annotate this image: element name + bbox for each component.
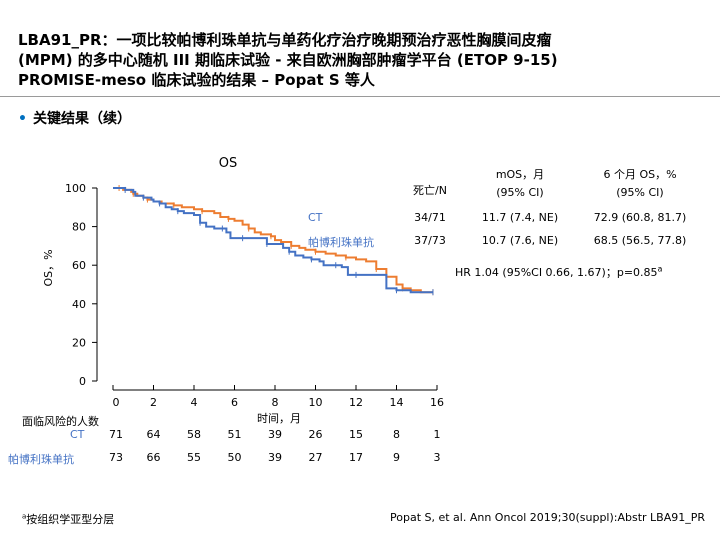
risk-value: 8 xyxy=(393,428,400,441)
risk-value: 51 xyxy=(227,428,242,441)
risk-row-ct-label: CT xyxy=(70,428,85,441)
hazard-ratio-value: HR 1.04 (95%CI 0.66, 1.67)；p=0.85 xyxy=(455,266,658,279)
footnote: a按组织学亚型分层 xyxy=(22,511,114,527)
title-divider xyxy=(0,96,720,97)
y-tick-label: 100 xyxy=(65,182,86,195)
risk-value: 15 xyxy=(349,428,363,441)
y-tick-label: 0 xyxy=(79,375,86,388)
x-tick-label: 8 xyxy=(272,396,279,409)
title-line-1: LBA91_PR：一项比较帕博利珠单抗与单药化疗治疗晚期预治疗恶性胸膜间皮瘤 xyxy=(18,31,552,49)
y-tick-label: 40 xyxy=(72,298,86,311)
footnote-text: 按组织学亚型分层 xyxy=(26,513,115,526)
risk-value: 26 xyxy=(308,428,323,441)
chart-title: OS xyxy=(219,156,237,171)
risk-value: 9 xyxy=(393,451,400,464)
x-tick-label: 6 xyxy=(231,396,238,409)
risk-value: 71 xyxy=(109,428,123,441)
risk-value: 1 xyxy=(433,428,441,441)
hazard-ratio-sup: a xyxy=(657,264,663,274)
x-tick-label: 10 xyxy=(309,396,323,409)
y-axis-label: OS，% xyxy=(42,249,55,286)
risk-value: 73 xyxy=(109,451,123,464)
risk-value: 27 xyxy=(308,451,323,464)
x-tick-label: 16 xyxy=(430,396,444,409)
bullet-heading: • 关键结果（续） xyxy=(18,108,131,128)
legend-row-pembro-os6: 68.5 (56.5, 77.8) xyxy=(593,234,687,247)
x-tick-label: 0 xyxy=(113,396,120,409)
risk-value: 64 xyxy=(146,428,161,441)
citation: Popat S, et al. Ann Oncol 2019;30(suppl)… xyxy=(390,511,706,524)
y-tick-label: 20 xyxy=(72,336,86,349)
legend-row-pembro-label: 帕博利珠单抗 xyxy=(308,236,374,249)
legend-header-mos-ci: (95% CI) xyxy=(496,186,544,199)
legend-row-ct-os6: 72.9 (60.8, 81.7) xyxy=(593,211,687,224)
chart-axes: 0 20 40 60 80 100 0 2 4 6 8 10 12 14 16 xyxy=(65,182,444,409)
risk-value: 3 xyxy=(433,451,441,464)
x-tick-label: 4 xyxy=(191,396,198,409)
risk-value: 50 xyxy=(227,451,242,464)
footnote-sup: a xyxy=(22,512,27,521)
risk-value: 17 xyxy=(349,451,363,464)
risk-value: 55 xyxy=(187,451,201,464)
risk-row-pembro-label: 帕博利珠单抗 xyxy=(8,453,74,466)
series-line-pembrolizumab xyxy=(113,187,433,294)
legend-header-os6-ci: (95% CI) xyxy=(616,186,664,199)
legend-header-mos: mOS，月 xyxy=(495,168,545,181)
legend-row-ct-deaths: 34/71 xyxy=(414,211,446,224)
legend-header-deaths: 死亡/N xyxy=(413,184,447,197)
title-line-3: PROMISE-meso 临床试验的结果 – Popat S 等人 xyxy=(18,71,375,89)
legend-row-pembro-deaths: 37/73 xyxy=(414,234,446,247)
legend-row-ct-label: CT xyxy=(308,211,323,224)
legend-header-os6: 6 个月 OS，% xyxy=(603,168,677,181)
risk-value: 39 xyxy=(268,428,282,441)
risk-value: 58 xyxy=(187,428,201,441)
risk-value: 66 xyxy=(146,451,161,464)
bullet-dot-icon: • xyxy=(18,111,27,127)
risk-value: 39 xyxy=(268,451,282,464)
y-tick-label: 60 xyxy=(72,259,86,272)
x-tick-label: 2 xyxy=(150,396,157,409)
risk-table-label: 面临风险的人数 xyxy=(22,415,99,428)
hazard-ratio-text: HR 1.04 (95%CI 0.66, 1.67)；p=0.85a xyxy=(455,264,662,280)
x-tick-label: 14 xyxy=(390,396,404,409)
x-tick-label: 12 xyxy=(349,396,363,409)
legend-row-ct-mos: 11.7 (7.4, NE) xyxy=(481,211,559,224)
slide-title: LBA91_PR：一项比较帕博利珠单抗与单药化疗治疗晚期预治疗恶性胸膜间皮瘤 (… xyxy=(18,30,708,90)
y-tick-label: 80 xyxy=(72,221,86,234)
survival-curves xyxy=(113,185,434,296)
x-axis-title: 时间，月 xyxy=(257,412,301,425)
title-line-2: (MPM) 的多中心随机 III 期临床试验 - 来自欧洲胸部肿瘤学平台 (ET… xyxy=(18,51,558,69)
bullet-text: 关键结果（续） xyxy=(32,111,131,127)
legend-row-pembro-mos: 10.7 (7.6, NE) xyxy=(481,234,559,247)
